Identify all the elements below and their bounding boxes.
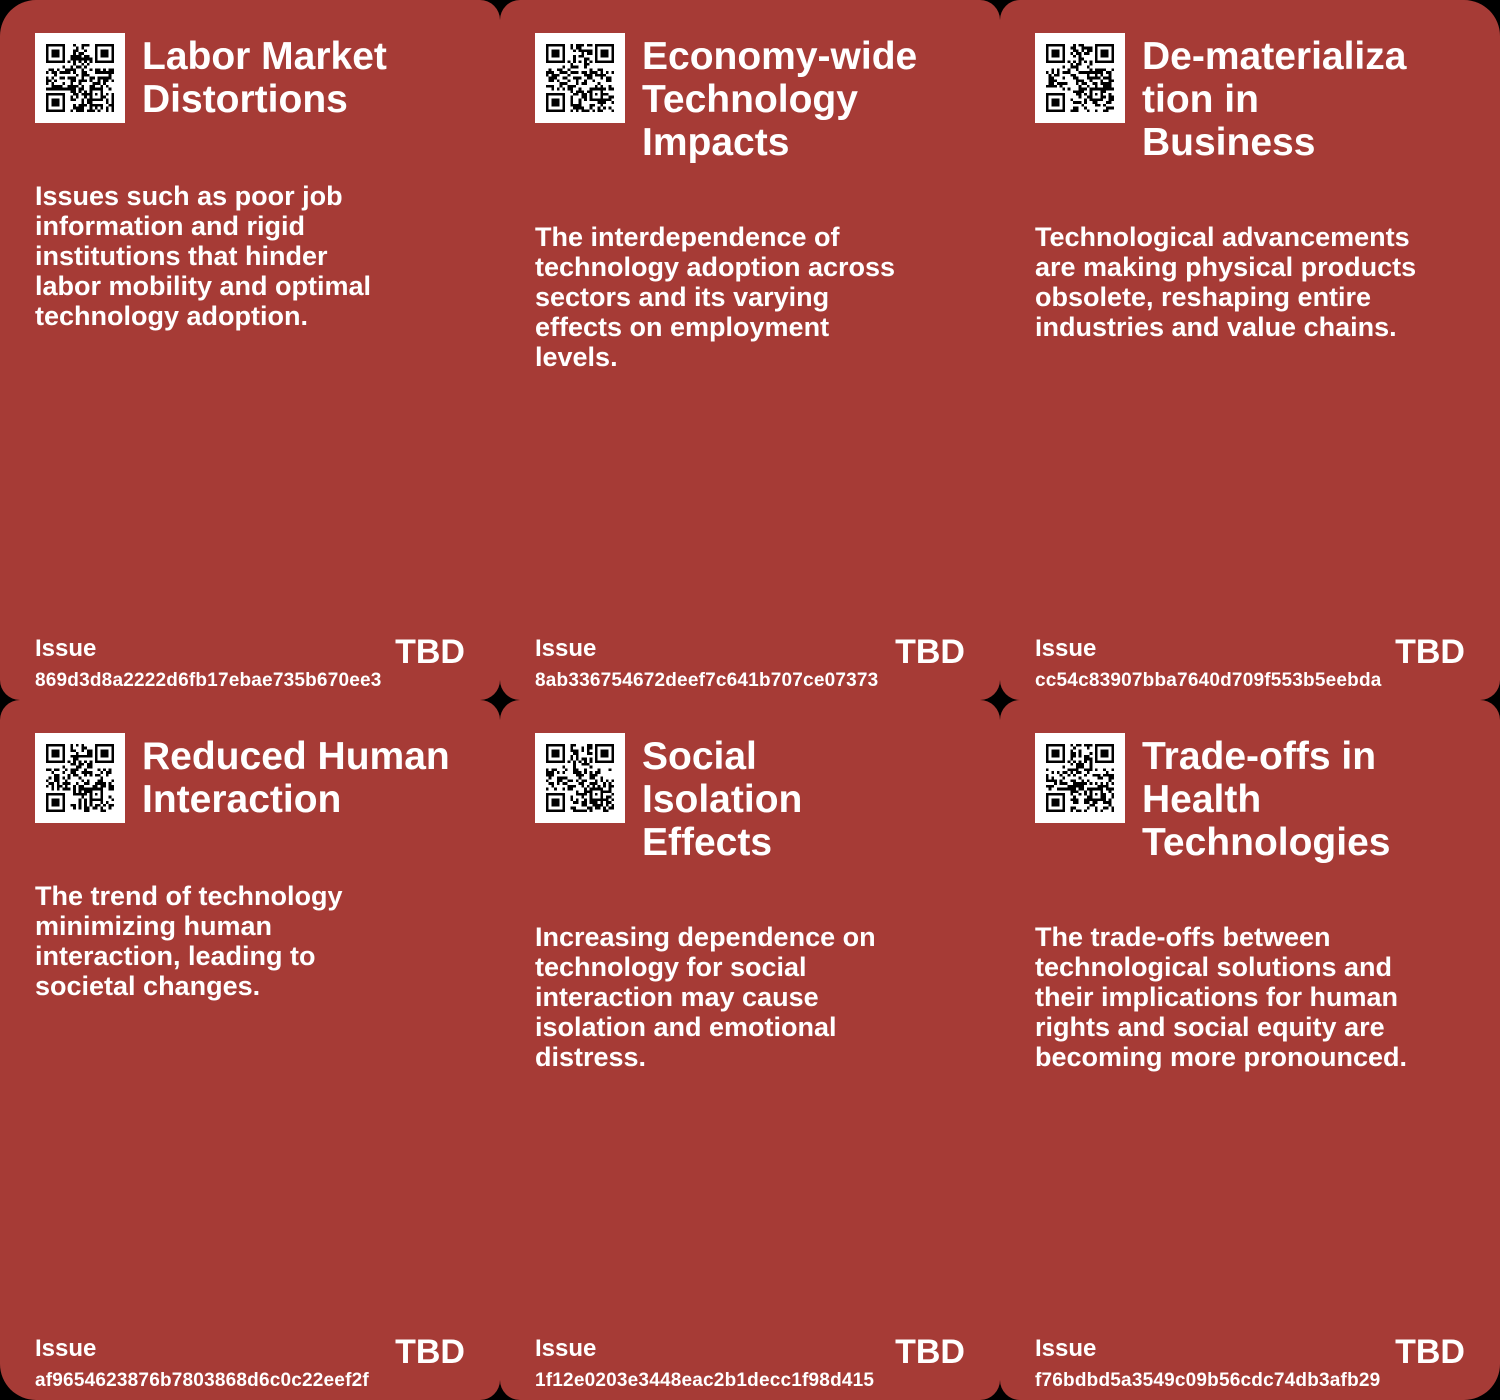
status-badge: TBD: [1395, 633, 1465, 671]
card-description: Increasing dependence on technology for …: [535, 922, 876, 1072]
issue-card-social-isolation[interactable]: Social Isolation Effects Increasing depe…: [500, 700, 1000, 1400]
issue-block: Issue 1f12e0203e3448eac2b1decc1f98d415: [535, 1335, 874, 1392]
card-footer: Issue f76bdbd5a3549c09b56cdc74db3afb29 T…: [1035, 1335, 1465, 1392]
card-footer: Issue 1f12e0203e3448eac2b1decc1f98d415 T…: [535, 1335, 965, 1392]
issue-id: cc54c83907bba7640d709f553b5eebda: [1035, 670, 1382, 691]
status-badge: TBD: [1395, 1333, 1465, 1371]
issue-label: Issue: [1035, 635, 1097, 662]
card-header: Economy-wide Technology Impacts: [535, 33, 965, 164]
issue-block: Issue f76bdbd5a3549c09b56cdc74db3afb29: [1035, 1335, 1380, 1392]
issue-id: 8ab336754672deef7c641b707ce07373: [535, 670, 879, 691]
status-badge: TBD: [895, 1333, 965, 1371]
issue-block: Issue af9654623876b7803868d6c0c22eef2f: [35, 1335, 369, 1392]
issue-id: 869d3d8a2222d6fb17ebae735b670ee3: [35, 670, 382, 691]
status-badge: TBD: [395, 633, 465, 671]
card-description: The trade-offs between technological sol…: [1035, 922, 1408, 1072]
issue-label: Issue: [535, 635, 597, 662]
card-footer: Issue 8ab336754672deef7c641b707ce07373 T…: [535, 635, 965, 692]
qr-code-icon: [35, 33, 125, 123]
qr-code-icon: [535, 733, 625, 823]
card-description: The interdependence of technology adopti…: [535, 222, 896, 372]
issue-label: Issue: [535, 1335, 597, 1362]
qr-code-icon: [535, 33, 625, 123]
issue-block: Issue cc54c83907bba7640d709f553b5eebda: [1035, 635, 1382, 692]
issue-card-reduced-interaction[interactable]: Reduced Human Interaction The trend of t…: [0, 700, 500, 1400]
status-badge: TBD: [395, 1333, 465, 1371]
card-header: Trade-offs in Health Technologies: [1035, 733, 1465, 864]
status-badge: TBD: [895, 633, 965, 671]
qr-code-icon: [1035, 733, 1125, 823]
card-title: Trade-offs in Health Technologies: [1142, 735, 1391, 864]
card-description: Technological advancements are making ph…: [1035, 222, 1417, 342]
qr-code-icon: [35, 733, 125, 823]
card-title: Labor Market Distortions: [142, 35, 387, 121]
issue-label: Issue: [35, 1335, 97, 1362]
issue-id: f76bdbd5a3549c09b56cdc74db3afb29: [1035, 1370, 1381, 1391]
issue-id: af9654623876b7803868d6c0c22eef2f: [35, 1370, 369, 1391]
card-header: Social Isolation Effects: [535, 733, 965, 864]
card-footer: Issue 869d3d8a2222d6fb17ebae735b670ee3 T…: [35, 635, 465, 692]
issue-card-labor-market[interactable]: Labor Market Distortions Issues such as …: [0, 0, 500, 700]
card-header: Reduced Human Interaction: [35, 733, 465, 823]
card-description: Issues such as poor job information and …: [35, 181, 372, 331]
card-title: Economy-wide Technology Impacts: [642, 35, 918, 164]
issue-block: Issue 869d3d8a2222d6fb17ebae735b670ee3: [35, 635, 382, 692]
card-header: De-materializa tion in Business: [1035, 33, 1465, 164]
card-header: Labor Market Distortions: [35, 33, 465, 123]
card-title: Reduced Human Interaction: [142, 735, 450, 821]
issue-card-economy-wide[interactable]: Economy-wide Technology Impacts The inte…: [500, 0, 1000, 700]
card-footer: Issue cc54c83907bba7640d709f553b5eebda T…: [1035, 635, 1465, 692]
issue-card-dematerialization[interactable]: De-materializa tion in Business Technolo…: [1000, 0, 1500, 700]
issue-label: Issue: [1035, 1335, 1097, 1362]
card-title: Social Isolation Effects: [642, 735, 803, 864]
issue-id: 1f12e0203e3448eac2b1decc1f98d415: [535, 1370, 875, 1391]
card-description: The trend of technology minimizing human…: [35, 881, 343, 1001]
card-title: De-materializa tion in Business: [1142, 35, 1407, 164]
qr-code-icon: [1035, 33, 1125, 123]
issue-card-health-tradeoffs[interactable]: Trade-offs in Health Technologies The tr…: [1000, 700, 1500, 1400]
issue-label: Issue: [35, 635, 97, 662]
issue-block: Issue 8ab336754672deef7c641b707ce07373: [535, 635, 878, 692]
card-footer: Issue af9654623876b7803868d6c0c22eef2f T…: [35, 1335, 465, 1392]
